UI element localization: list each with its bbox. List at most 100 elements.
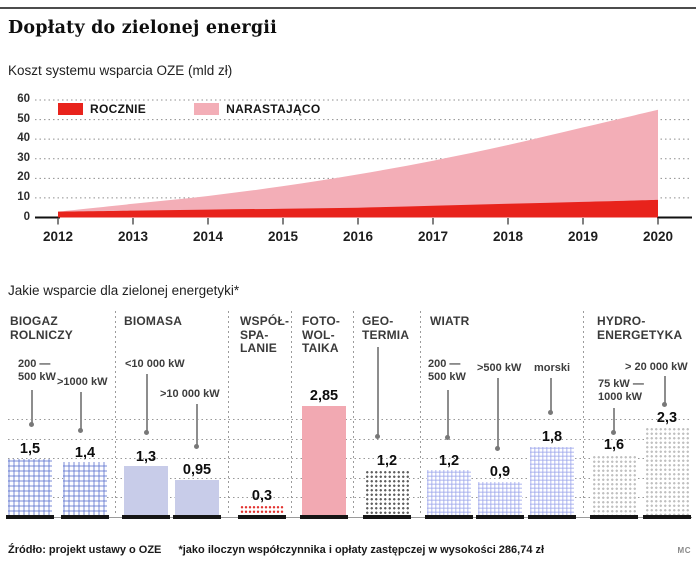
leader-line bbox=[31, 390, 33, 424]
bar-value-label: 1,2 bbox=[438, 452, 460, 469]
leader-dot bbox=[29, 422, 34, 427]
leader-dot bbox=[495, 446, 500, 451]
y-tick-label: 20 bbox=[17, 171, 30, 184]
bar-sublabel: <10 000 kW bbox=[125, 358, 185, 370]
leader-line bbox=[550, 378, 552, 412]
y-tick-label: 50 bbox=[17, 112, 30, 125]
baseline-bar-tick bbox=[590, 515, 638, 519]
bar-value-label: 0,9 bbox=[489, 464, 511, 481]
baseline-bar-tick bbox=[6, 515, 54, 519]
bar bbox=[427, 470, 471, 517]
baseline-bar-tick bbox=[476, 515, 524, 519]
bar bbox=[478, 481, 522, 517]
footnote: *jako iloczyn współczynnika i opłaty zas… bbox=[178, 544, 545, 556]
bar-value-label: 1,5 bbox=[19, 441, 41, 457]
source-note: Źródło: projekt ustawy o OZE bbox=[8, 544, 162, 556]
category-separator bbox=[353, 311, 354, 516]
leader-line bbox=[613, 408, 615, 432]
year-label: 2013 bbox=[118, 229, 149, 244]
bar-sublabel: > 20 000 kW bbox=[625, 361, 688, 373]
category-label: FOTO- WOL- TAIKA bbox=[302, 314, 341, 355]
legend-swatch-narastajaco bbox=[194, 103, 220, 115]
bar-value-label: 2,85 bbox=[309, 388, 339, 405]
leader-dot bbox=[144, 430, 149, 435]
bar bbox=[240, 505, 284, 517]
category-label: BIOGAZ ROLNICZY bbox=[10, 314, 73, 342]
bar-sublabel: >1000 kW bbox=[57, 376, 108, 388]
baseline-bar-tick bbox=[363, 515, 411, 519]
leader-line bbox=[664, 376, 666, 404]
year-label: 2015 bbox=[268, 229, 299, 244]
bar-sublabel: >10 000 kW bbox=[160, 388, 220, 400]
bar-sublabel: 200 — 500 kW bbox=[428, 358, 466, 383]
year-label: 2020 bbox=[643, 229, 673, 244]
category-separator bbox=[228, 311, 229, 516]
baseline-bar-tick bbox=[61, 515, 109, 519]
leader-line bbox=[447, 390, 449, 437]
category-separator bbox=[291, 311, 292, 516]
leader-line bbox=[196, 404, 198, 446]
leader-line bbox=[146, 374, 148, 432]
category-separator bbox=[420, 311, 421, 516]
y-tick-label: 10 bbox=[17, 190, 30, 203]
leader-dot bbox=[611, 430, 616, 435]
category-label: BIOMASA bbox=[124, 314, 183, 328]
bar-value-label: 2,3 bbox=[656, 409, 678, 426]
bar-value-label: 0,95 bbox=[182, 462, 212, 479]
leader-line bbox=[497, 378, 499, 448]
baseline-bar-tick bbox=[643, 515, 691, 519]
category-label: WIATR bbox=[430, 314, 470, 328]
bar-value-label: 1,8 bbox=[541, 429, 563, 446]
bar bbox=[124, 466, 168, 517]
year-label: 2017 bbox=[418, 229, 448, 244]
year-label: 2012 bbox=[43, 229, 73, 244]
grid-line bbox=[8, 419, 692, 420]
baseline-bar-tick bbox=[425, 515, 473, 519]
bar-value-label: 1,2 bbox=[376, 452, 398, 469]
leader-dot bbox=[194, 444, 199, 449]
annual-area bbox=[58, 199, 658, 218]
leader-dot bbox=[375, 434, 380, 439]
baseline-bar-tick bbox=[528, 515, 576, 519]
year-label: 2018 bbox=[493, 229, 524, 244]
bar bbox=[645, 427, 689, 517]
baseline-bar-tick bbox=[122, 515, 170, 519]
bar-sublabel: >500 kW bbox=[477, 362, 522, 374]
category-label: GEO- TERMIA bbox=[362, 314, 410, 342]
grid-line bbox=[8, 438, 692, 440]
bar bbox=[63, 462, 107, 517]
y-tick-label: 30 bbox=[17, 151, 30, 164]
category-label: WSPÓŁ- SPA- LANIE bbox=[240, 314, 290, 355]
y-tick-label: 40 bbox=[17, 132, 30, 145]
category-label: HYDRO- ENERGETYKA bbox=[597, 314, 683, 342]
year-label: 2019 bbox=[568, 229, 598, 244]
footer: Źródło: projekt ustawy o OZE *jako ilocz… bbox=[8, 544, 544, 556]
credit: MC bbox=[677, 546, 691, 555]
bar-value-label: 1,3 bbox=[135, 448, 157, 465]
bar-value-label: 1,6 bbox=[603, 437, 625, 454]
baseline-bar-tick bbox=[300, 515, 348, 519]
grid-line bbox=[8, 477, 692, 479]
grid-line bbox=[8, 497, 692, 498]
bar bbox=[175, 479, 219, 517]
bar-sublabel: morski bbox=[534, 362, 571, 374]
bar bbox=[530, 446, 574, 517]
bar-sublabel: 75 kW — 1000 kW bbox=[598, 378, 644, 403]
baseline bbox=[8, 516, 692, 518]
y-tick-label: 0 bbox=[23, 210, 30, 223]
bar bbox=[8, 458, 52, 517]
bar-sublabel: 200 — 500 kW bbox=[18, 358, 56, 383]
legend-label-rocznie: ROCZNIE bbox=[90, 102, 147, 116]
area-chart: 2012 2013 2014 2015 2016 2017 2018 2019 2020 bbox=[35, 99, 692, 244]
leader-dot bbox=[445, 435, 450, 440]
bar-chart-title: Jakie wsparcie dla zielonej energetyki* bbox=[8, 283, 240, 298]
cumulative-area bbox=[58, 109, 658, 218]
leader-dot bbox=[662, 402, 667, 407]
page-title: Dopłaty do zielonej energii bbox=[8, 18, 277, 38]
leader-line bbox=[377, 347, 379, 436]
area-chart-title: Koszt systemu wsparcia OZE (mld zł) bbox=[8, 63, 233, 78]
y-tick-label: 60 bbox=[17, 93, 30, 106]
year-label: 2016 bbox=[343, 229, 374, 244]
